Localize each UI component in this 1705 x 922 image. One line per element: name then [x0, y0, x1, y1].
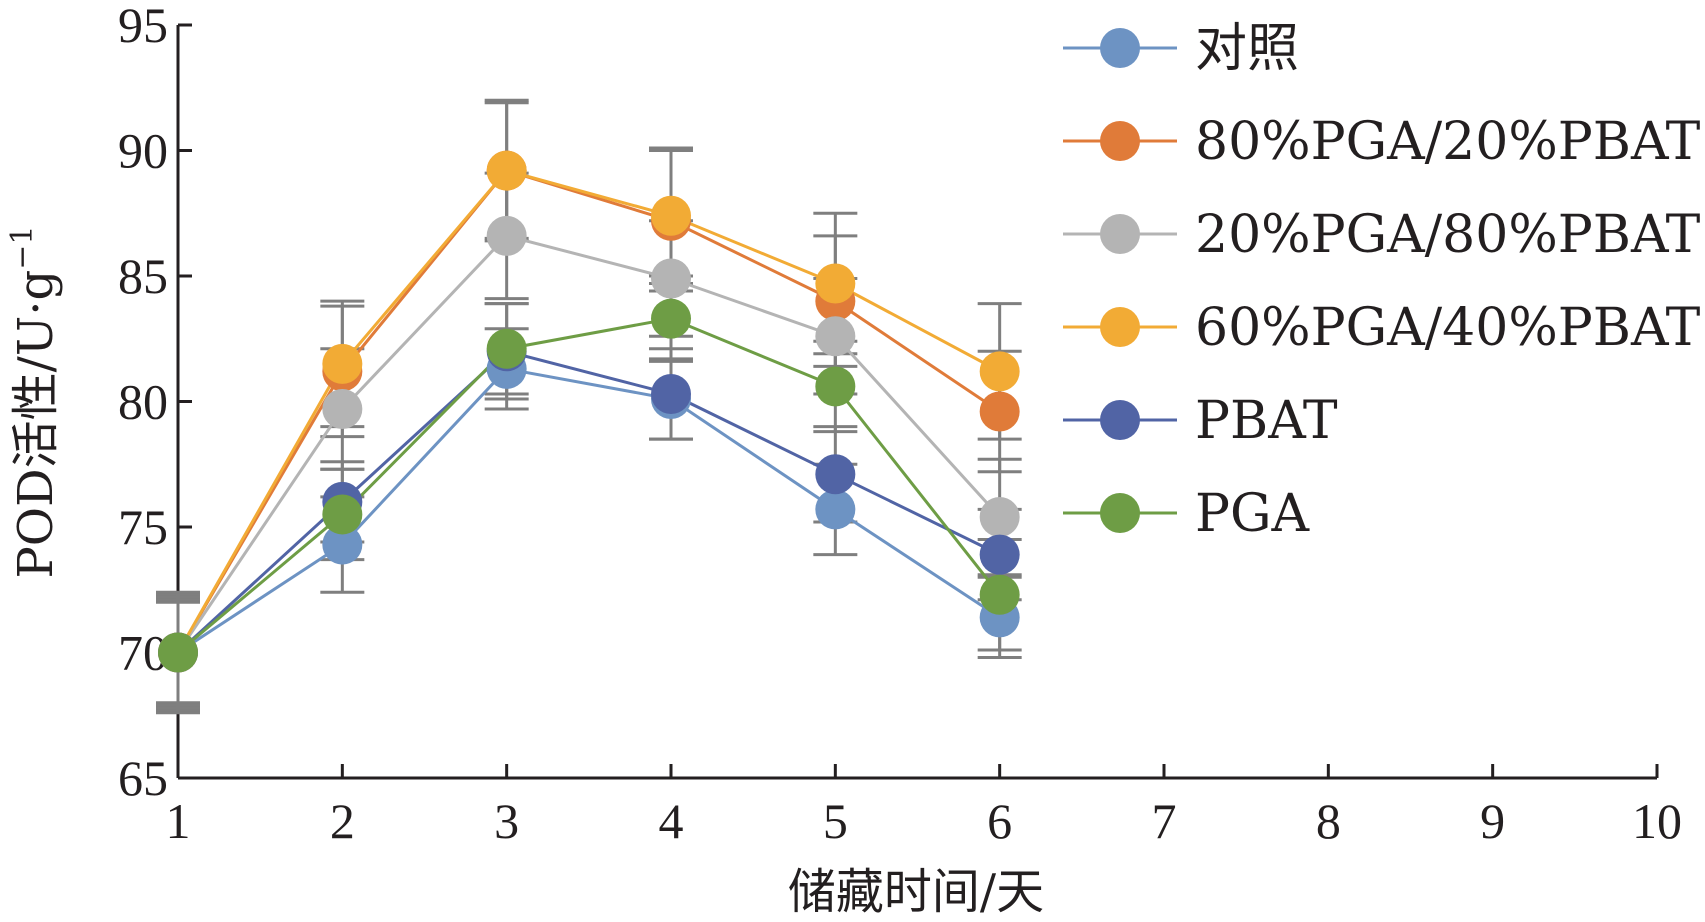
- series-markers: [158, 150, 1020, 673]
- y-tick-label: 85: [118, 248, 168, 304]
- x-tick-label: 3: [494, 793, 519, 849]
- data-point: [486, 328, 527, 369]
- data-point: [815, 263, 856, 304]
- series-line: [176, 168, 1001, 654]
- x-ticks: 1 2 3 4 5 6 7 8 9 10: [166, 764, 1682, 849]
- series-lines: [176, 168, 1001, 654]
- data-point: [979, 496, 1020, 537]
- data-point: [979, 391, 1020, 432]
- y-axis-title-main: POD活性/U·g: [8, 270, 64, 579]
- legend-item: 20%PGA/80%PBAT: [1063, 205, 1701, 265]
- data-point: [815, 366, 856, 407]
- series-line: [176, 168, 1001, 654]
- legend: 对照 80%PGA/20%PBAT 20%PGA/80%PBAT 60%PGA/40%…: [1063, 19, 1701, 544]
- series-line: [177, 367, 1001, 654]
- legend-item: 80%PGA/20%PBAT: [1063, 112, 1701, 172]
- legend-label: 80%PGA/20%PBAT: [1195, 112, 1701, 172]
- x-tick-label: 1: [166, 793, 191, 849]
- data-point: [815, 489, 856, 530]
- x-tick-label: 8: [1316, 793, 1341, 849]
- x-tick-label: 4: [659, 793, 684, 849]
- y-tick-label: 95: [118, 0, 168, 53]
- y-tick-label: 65: [118, 750, 168, 806]
- legend-marker: [1100, 28, 1140, 68]
- x-tick-label: 10: [1632, 793, 1682, 849]
- series-line: [176, 349, 1001, 654]
- legend-item: 60%PGA/40%PBAT: [1063, 298, 1701, 358]
- data-point: [486, 150, 527, 191]
- data-point: [322, 524, 363, 565]
- x-axis-title: 储藏时间/天: [788, 864, 1044, 920]
- data-point: [322, 494, 363, 535]
- data-point: [979, 534, 1020, 575]
- legend-marker: [1100, 121, 1140, 161]
- data-point: [486, 215, 527, 256]
- data-point: [815, 454, 856, 495]
- data-point: [651, 298, 691, 339]
- data-point: [651, 258, 691, 299]
- legend-marker: [1100, 400, 1140, 440]
- series-line: [177, 317, 1001, 654]
- data-point: [651, 373, 691, 414]
- x-tick-label: 6: [987, 793, 1012, 849]
- legend-label: 20%PGA/80%PBAT: [1195, 205, 1701, 265]
- x-tick-label: 5: [823, 793, 848, 849]
- legend-item: PGA: [1063, 484, 1311, 544]
- y-tick-label: 75: [118, 499, 168, 555]
- data-point: [979, 351, 1020, 392]
- data-point: [651, 195, 691, 236]
- legend-item: 对照: [1063, 19, 1299, 79]
- legend-label: 60%PGA/40%PBAT: [1195, 298, 1701, 358]
- data-point: [158, 632, 198, 673]
- legend-label: PBAT: [1195, 391, 1338, 451]
- legend-marker: [1100, 214, 1140, 254]
- data-point: [815, 316, 856, 357]
- y-axis-title-superscript: −1: [5, 226, 40, 270]
- data-point: [322, 389, 363, 430]
- y-tick-label: 90: [118, 123, 168, 179]
- data-point: [322, 343, 363, 384]
- x-tick-label: 7: [1152, 793, 1177, 849]
- legend-label: 对照: [1195, 19, 1299, 79]
- x-tick-label: 9: [1480, 793, 1505, 849]
- y-tick-label: 80: [118, 374, 168, 430]
- legend-marker: [1100, 307, 1140, 347]
- y-axis-title: POD活性/U·g−1: [5, 226, 64, 579]
- series-line: [176, 234, 1001, 654]
- legend-item: PBAT: [1063, 391, 1338, 451]
- data-point: [979, 574, 1020, 615]
- legend-label: PGA: [1195, 484, 1311, 544]
- x-tick-label: 2: [330, 793, 355, 849]
- legend-marker: [1100, 493, 1140, 533]
